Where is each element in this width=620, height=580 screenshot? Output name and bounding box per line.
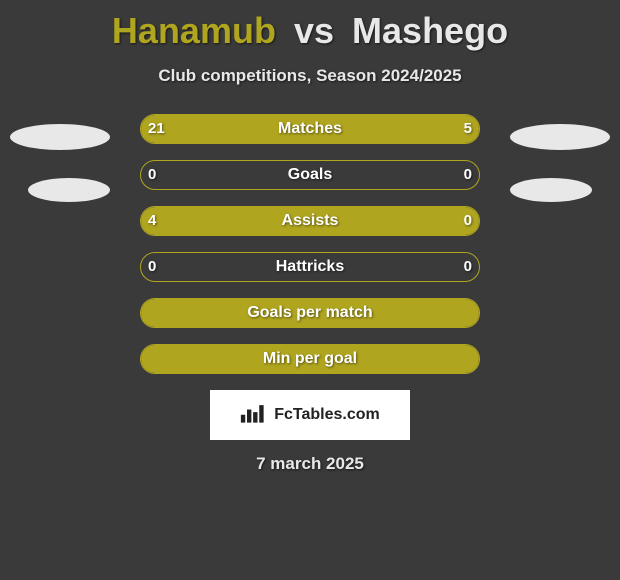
source-badge: FcTables.com xyxy=(210,390,410,440)
stat-value-right: 0 xyxy=(464,252,472,282)
chart-bars-icon xyxy=(240,402,268,429)
stat-value-left: 21 xyxy=(148,114,165,144)
decorative-ellipse xyxy=(510,178,592,202)
bar-track xyxy=(140,344,480,374)
stat-row: Assists40 xyxy=(0,206,620,236)
stat-value-right: 0 xyxy=(464,160,472,190)
bar-full xyxy=(141,345,479,373)
bar-full xyxy=(141,299,479,327)
stat-row: Min per goal xyxy=(0,344,620,374)
stat-value-right: 0 xyxy=(464,206,472,236)
bar-track xyxy=(140,206,480,236)
stat-row: Goals per match xyxy=(0,298,620,328)
bar-left xyxy=(141,207,411,235)
player-right-name: Mashego xyxy=(352,10,508,51)
comparison-chart: Matches215Goals00Assists40Hattricks00Goa… xyxy=(0,114,620,374)
bar-track xyxy=(140,298,480,328)
subtitle: Club competitions, Season 2024/2025 xyxy=(0,66,620,86)
player-left-name: Hanamub xyxy=(112,10,276,51)
date-label: 7 march 2025 xyxy=(0,454,620,474)
stat-value-left: 0 xyxy=(148,252,156,282)
title-vs: vs xyxy=(294,10,334,51)
bar-track xyxy=(140,114,480,144)
stat-value-left: 4 xyxy=(148,206,156,236)
page-title: Hanamub vs Mashego xyxy=(0,0,620,52)
stat-row: Hattricks00 xyxy=(0,252,620,282)
badge-text: FcTables.com xyxy=(274,406,380,424)
bar-track xyxy=(140,160,480,190)
decorative-ellipse xyxy=(10,124,110,150)
decorative-ellipse xyxy=(510,124,610,150)
decorative-ellipse xyxy=(28,178,110,202)
stat-value-left: 0 xyxy=(148,160,156,190)
bar-left xyxy=(141,115,414,143)
bar-track xyxy=(140,252,480,282)
stat-value-right: 5 xyxy=(464,114,472,144)
